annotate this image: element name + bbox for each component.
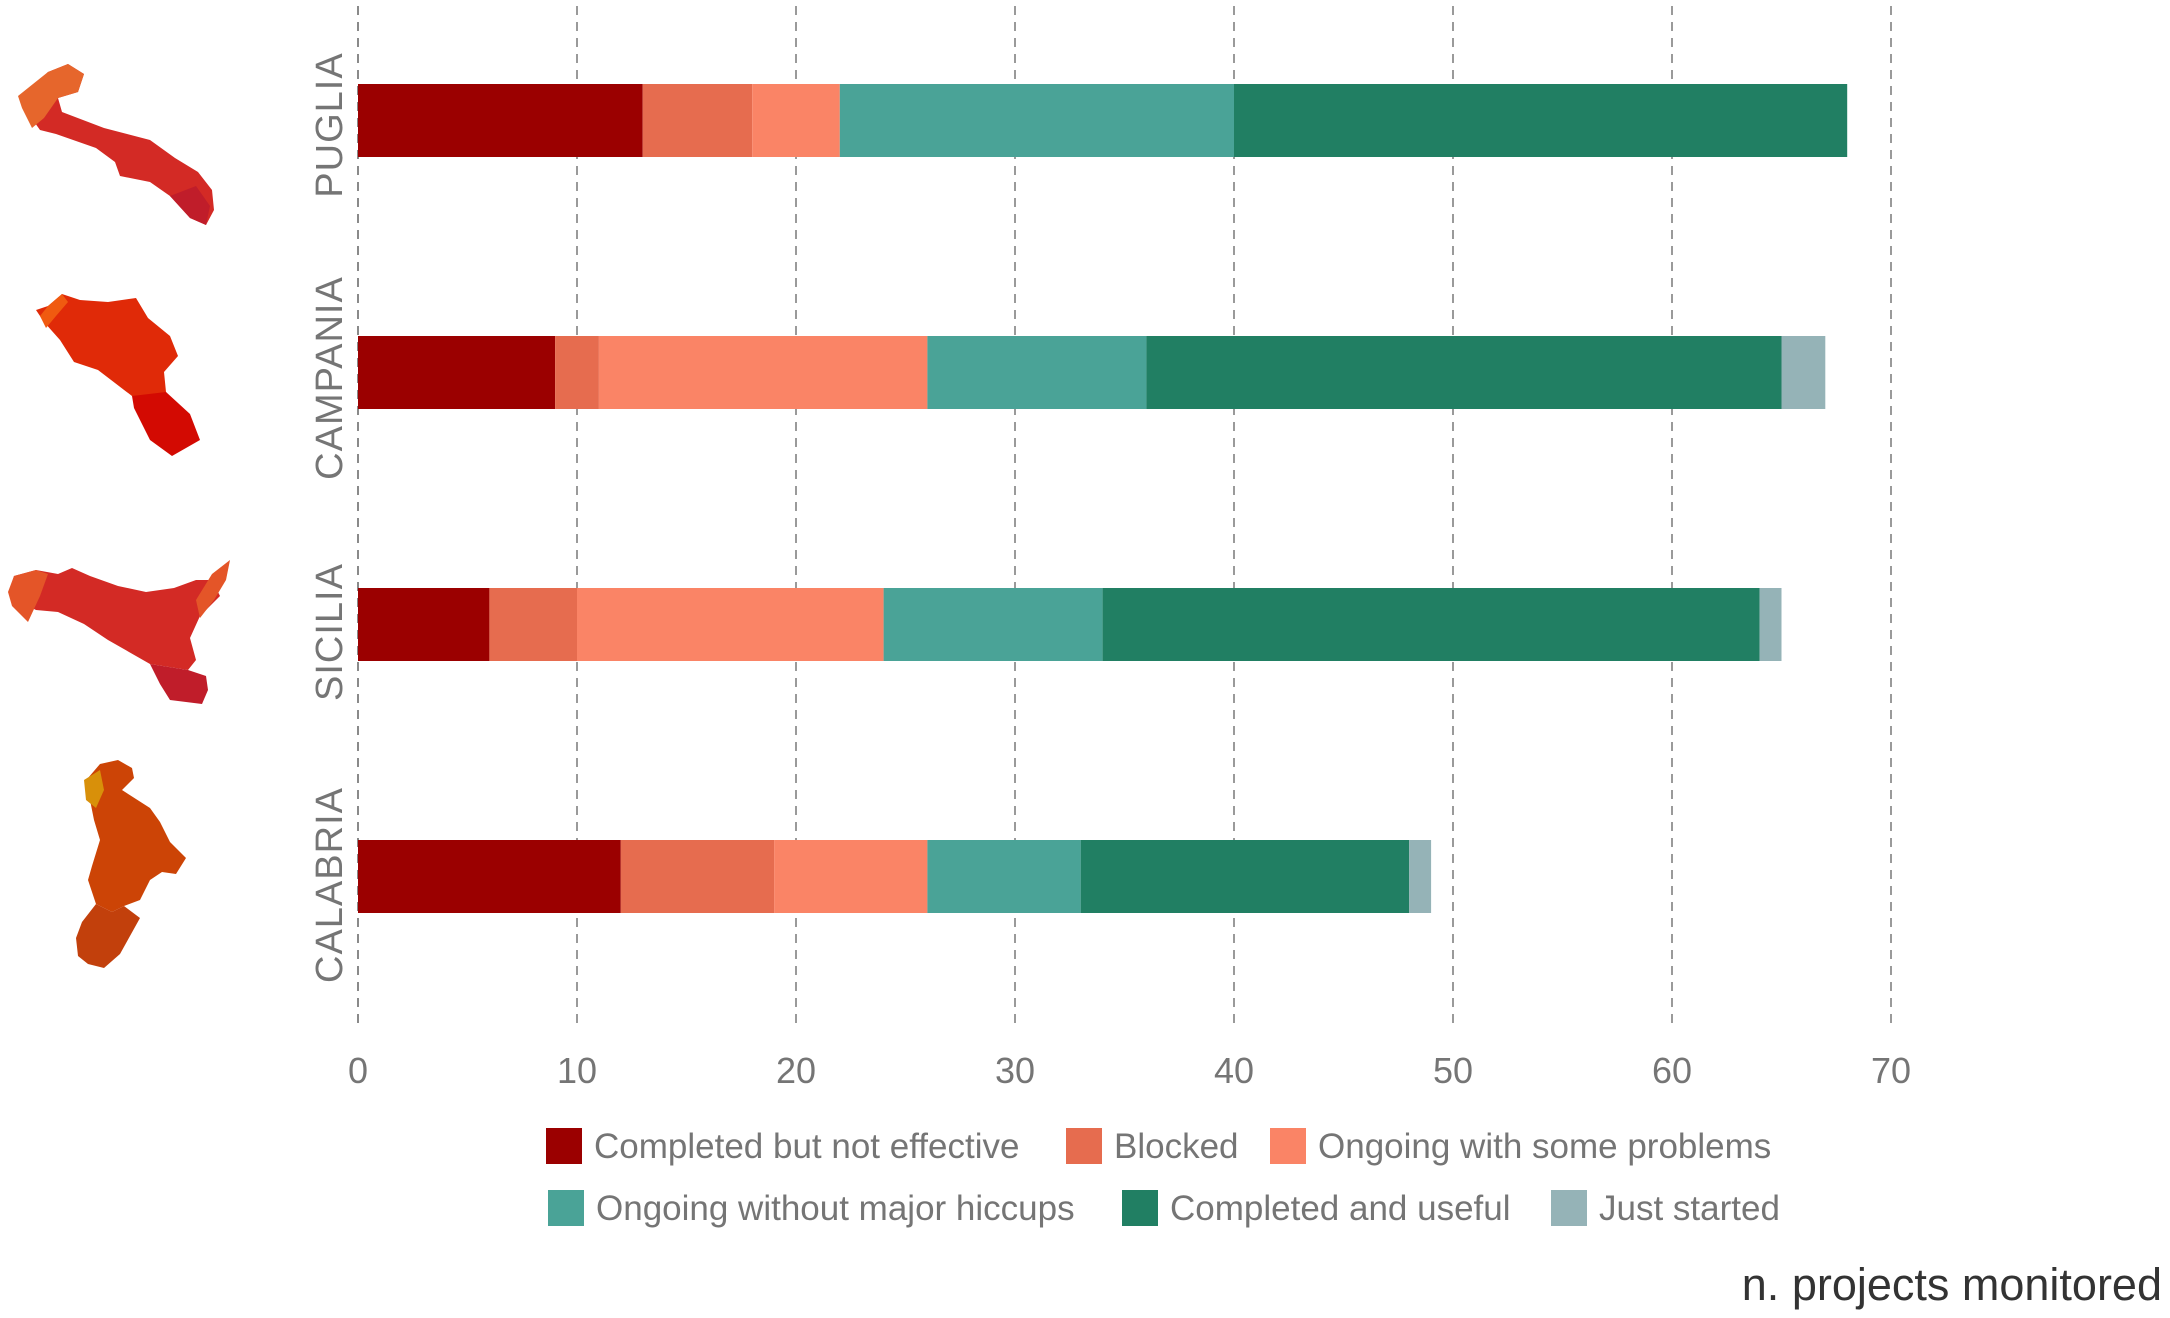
calabria-map-icon: [76, 760, 186, 968]
category-label-calabria: CALABRIA: [309, 787, 351, 983]
legend-label-ongoing-without-major-hiccups: Ongoing without major hiccups: [596, 1189, 1075, 1228]
bar-puglia-ongoing-without-major-hiccups: [839, 84, 1234, 157]
bar-calabria-ongoing-with-some-problems: [774, 840, 928, 913]
x-axis-title: n. projects monitored: [1742, 1259, 2162, 1310]
bar-puglia-ongoing-with-some-problems: [752, 84, 840, 157]
legend-label-blocked: Blocked: [1114, 1127, 1239, 1166]
bar-sicilia-ongoing-without-major-hiccups: [883, 588, 1103, 661]
x-tick-label: 40: [1214, 1050, 1254, 1091]
legend-swatch-completed-but-not-effective: [546, 1128, 582, 1164]
legend-swatch-ongoing-with-some-problems: [1270, 1128, 1306, 1164]
bar-sicilia-just-started: [1759, 588, 1782, 661]
bar-calabria-ongoing-without-major-hiccups: [927, 840, 1081, 913]
bar-calabria-completed-but-not-effective: [358, 840, 621, 913]
bar-calabria-just-started: [1409, 840, 1432, 913]
bar-puglia-completed-and-useful: [1234, 84, 1848, 157]
bar-campania-ongoing-with-some-problems: [598, 336, 928, 409]
bar-calabria-blocked: [620, 840, 775, 913]
bar-campania-ongoing-without-major-hiccups: [927, 336, 1147, 409]
sicilia-map-icon: [8, 560, 230, 704]
x-tick-label: 0: [348, 1050, 368, 1091]
x-tick-label: 50: [1433, 1050, 1473, 1091]
legend: Completed but not effective Blocked Ongoin…: [546, 1127, 1780, 1228]
legend-swatch-completed-and-useful: [1122, 1190, 1158, 1226]
bar-campania-completed-and-useful: [1146, 336, 1782, 409]
category-label-puglia: PUGLIA: [309, 52, 351, 197]
bar-campania-just-started: [1781, 336, 1826, 409]
bars: [358, 84, 1848, 913]
bar-campania-blocked: [555, 336, 599, 409]
bar-calabria-completed-and-useful: [1080, 840, 1410, 913]
bar-campania-completed-but-not-effective: [358, 336, 556, 409]
legend-swatch-blocked: [1066, 1128, 1102, 1164]
bar-sicilia-completed-but-not-effective: [358, 588, 490, 661]
legend-label-just-started: Just started: [1599, 1189, 1780, 1228]
campania-map-icon: [36, 294, 200, 456]
category-label-sicilia: SICILIA: [309, 563, 351, 701]
legend-swatch-ongoing-without-major-hiccups: [548, 1190, 584, 1226]
x-tick-label: 20: [776, 1050, 816, 1091]
x-tick-label: 30: [995, 1050, 1035, 1091]
region-map-icons: [8, 64, 230, 968]
bar-puglia-completed-but-not-effective: [358, 84, 643, 157]
category-label-campania: CAMPANIA: [309, 276, 351, 480]
x-tick-label: 10: [557, 1050, 597, 1091]
legend-swatch-just-started: [1551, 1190, 1587, 1226]
legend-label-ongoing-with-some-problems: Ongoing with some problems: [1318, 1127, 1771, 1166]
x-tick-label: 60: [1652, 1050, 1692, 1091]
bar-sicilia-ongoing-with-some-problems: [577, 588, 884, 661]
puglia-map-icon: [18, 64, 214, 225]
legend-label-completed-and-useful: Completed and useful: [1170, 1189, 1511, 1228]
legend-label-completed-but-not-effective: Completed but not effective: [594, 1127, 1019, 1166]
bar-sicilia-completed-and-useful: [1102, 588, 1760, 661]
x-tick-label: 70: [1871, 1050, 1911, 1091]
bar-puglia-blocked: [642, 84, 753, 157]
category-labels: PUGLIA CAMPANIA SICILIA CALABRIA: [309, 52, 351, 983]
x-axis-ticks: 0 10 20 30 40 50 60 70: [348, 1050, 1911, 1091]
bar-sicilia-blocked: [489, 588, 577, 661]
